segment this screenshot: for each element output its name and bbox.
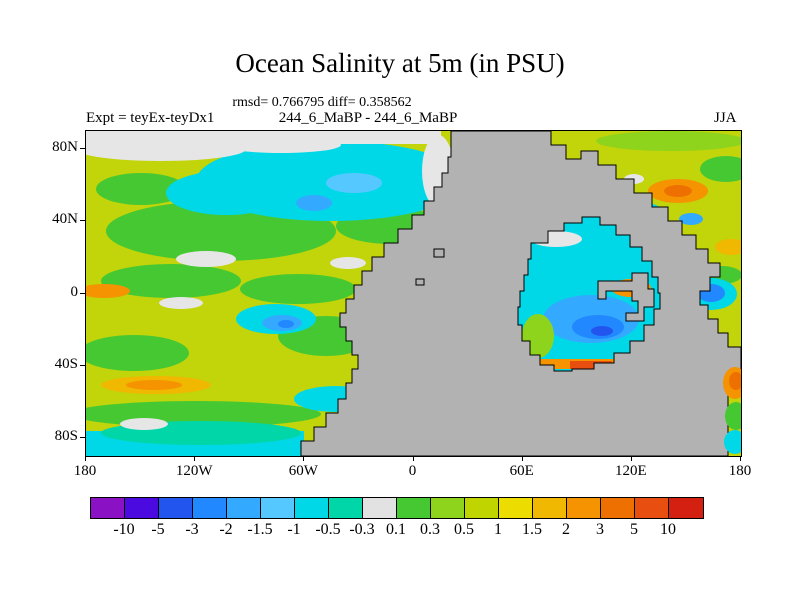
y-axis-tick-marks — [80, 130, 85, 455]
x-tick-label: 60W — [288, 463, 318, 479]
colorbar-label: -1 — [287, 521, 301, 538]
y-tick-mark — [80, 436, 85, 438]
x-tick-mark — [630, 456, 632, 461]
x-tick-mark — [85, 456, 86, 461]
colorbar-cell — [295, 498, 329, 518]
colorbar-cell — [159, 498, 193, 518]
colorbar-labels: -10 -5 -3 -2 -1.5 -1 -0.5 -0.3 0.1 0.3 0.5 1 1.5 2 3 5 1… — [90, 521, 702, 543]
x-tick-mark — [303, 456, 305, 461]
y-tick-label: 80N — [52, 139, 78, 156]
coastal-patches — [723, 367, 741, 454]
colorbar-label: 0.3 — [420, 521, 440, 538]
colorbar-label: 3 — [596, 521, 604, 538]
colorbar-label: 0.5 — [454, 521, 474, 538]
x-tick-mark — [521, 456, 523, 461]
colorbar-label: -0.5 — [315, 521, 341, 538]
stats-line: rmsd= 0.766795 diff= 0.358562 — [232, 95, 412, 110]
experiment-label: Expt = teyEx-teyDx1 — [86, 110, 215, 126]
y-tick-mark — [80, 220, 85, 222]
colorbar-cell — [397, 498, 431, 518]
colorbar-cell — [601, 498, 635, 518]
y-tick-label: 40S — [54, 355, 78, 372]
x-tick-label: 0 — [408, 463, 417, 479]
x-tick-label: 180 — [73, 463, 97, 479]
colorbar-cell — [533, 498, 567, 518]
x-tick-label: 60E — [509, 463, 534, 479]
colorbar-cell — [363, 498, 397, 518]
colorbar-cell — [567, 498, 601, 518]
y-tick-mark — [80, 292, 85, 294]
y-tick-mark — [80, 148, 85, 150]
colorbar-cell — [669, 498, 703, 518]
x-tick-mark — [194, 456, 196, 461]
page-title: Ocean Salinity at 5m (in PSU) — [235, 48, 565, 78]
x-tick-label: 180 — [728, 463, 752, 479]
x-tick-mark — [412, 456, 414, 461]
y-axis: 80N 40N 0 40S 80S — [28, 130, 78, 455]
x-tick-label: 120W — [175, 463, 213, 479]
x-axis: 180 120W 60W 0 60E 120E 180 — [74, 456, 751, 486]
colorbar-label: -10 — [113, 521, 135, 538]
colorbar-cell — [125, 498, 159, 518]
colorbar-cell — [261, 498, 295, 518]
map-svg — [86, 131, 741, 456]
map-plot — [85, 130, 742, 457]
colorbar-label: 10 — [660, 521, 676, 538]
x-tick-label: 120E — [614, 463, 647, 479]
x-tick-mark — [740, 456, 741, 461]
y-tick-label: 80S — [54, 427, 78, 444]
small-islands — [415, 248, 445, 286]
colorbar-label: -3 — [185, 521, 199, 538]
colorbar — [90, 497, 704, 519]
colorbar-cell — [329, 498, 363, 518]
colorbar-label: -0.3 — [349, 521, 375, 538]
colorbar-label: 5 — [630, 521, 638, 538]
colorbar-cell — [465, 498, 499, 518]
inland-peninsula — [597, 272, 655, 322]
colorbar-label: -2 — [219, 521, 233, 538]
y-tick-label: 40N — [52, 211, 78, 228]
colorbar-cell — [635, 498, 669, 518]
colorbar-cell — [431, 498, 465, 518]
colorbar-cell — [227, 498, 261, 518]
colorbar-cell — [193, 498, 227, 518]
colorbar-label: 0.1 — [386, 521, 406, 538]
colorbar-label: 2 — [562, 521, 570, 538]
colorbar-label: 1.5 — [522, 521, 542, 538]
colorbar-cell — [499, 498, 533, 518]
colorbar-label: -1.5 — [247, 521, 273, 538]
comparison-label: 244_6_MaBP - 244_6_MaBP — [278, 110, 458, 126]
colorbar-label: 1 — [494, 521, 502, 538]
season-label: JJA — [714, 110, 737, 126]
colorbar-cell — [91, 498, 125, 518]
landmass — [300, 131, 741, 456]
colorbar-label: -5 — [151, 521, 165, 538]
y-tick-mark — [80, 364, 85, 366]
y-tick-label: 0 — [70, 283, 79, 300]
